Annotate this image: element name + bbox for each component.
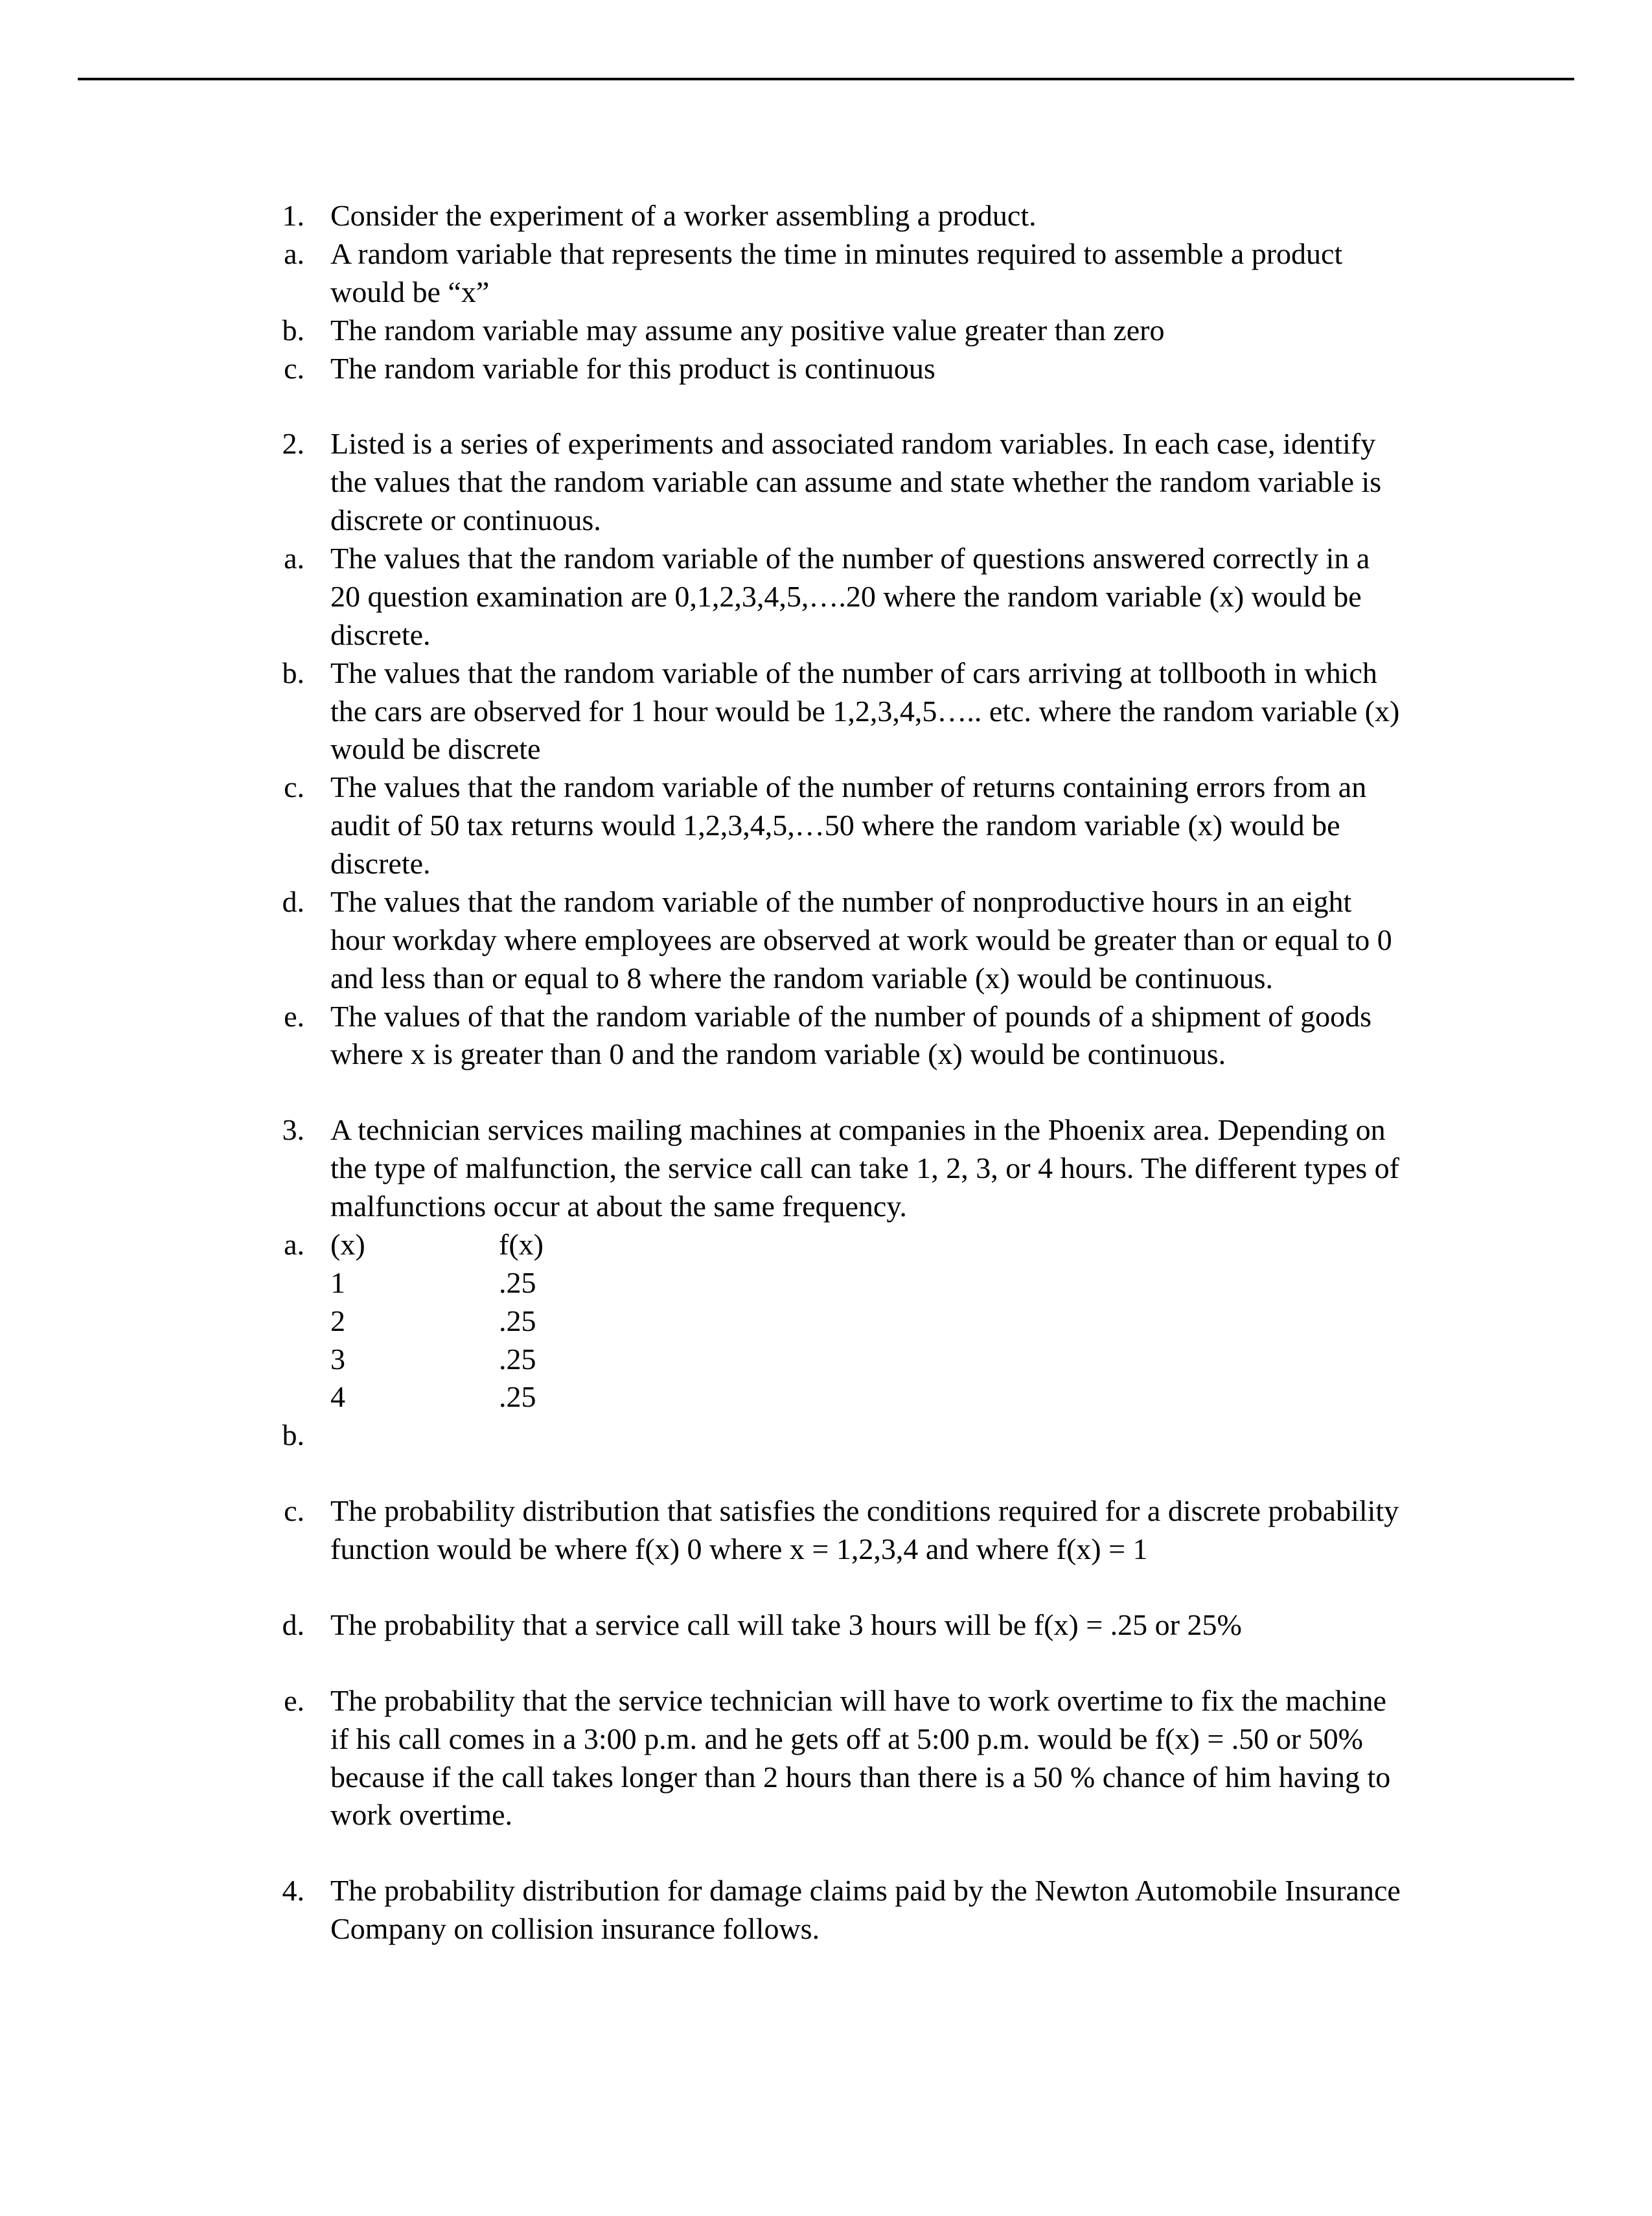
item-text: The values that the random variable of t… xyxy=(330,654,1406,769)
item-text: The values that the random variable of t… xyxy=(330,540,1406,654)
item-marker: b. xyxy=(246,1416,330,1455)
item-text: The values that the random variable of t… xyxy=(330,883,1406,998)
item-text: The probability distribution that satisf… xyxy=(330,1492,1406,1569)
item-marker: c. xyxy=(246,1492,330,1569)
item-marker: 4. xyxy=(246,1872,330,1948)
list-item-q3a: a. (x) f(x) 1 .25 2 .25 xyxy=(246,1226,1406,1416)
item-text: The probability that a service call will… xyxy=(330,1606,1406,1645)
item-text xyxy=(330,1416,1406,1455)
item-marker: c. xyxy=(246,768,330,883)
table-cell: 1 xyxy=(330,1264,499,1302)
list-item-q3d: d. The probability that a service call w… xyxy=(246,1606,1406,1645)
list-item-q1: 1. Consider the experiment of a worker a… xyxy=(246,197,1406,235)
item-text: A random variable that represents the ti… xyxy=(330,235,1406,312)
list-item-q3e: e. The probability that the service tech… xyxy=(246,1682,1406,1835)
table-cell: 4 xyxy=(330,1378,499,1416)
list-item-q2a: a. The values that the random variable o… xyxy=(246,540,1406,654)
item-text: The values that the random variable of t… xyxy=(330,768,1406,883)
item-marker: c. xyxy=(246,350,330,388)
item-marker: a. xyxy=(246,1226,330,1416)
list-item-q3b: b. xyxy=(246,1416,1406,1455)
item-marker: b. xyxy=(246,654,330,769)
item-text: The random variable may assume any posit… xyxy=(330,312,1406,350)
item-marker: d. xyxy=(246,883,330,998)
table-header-fx: f(x) xyxy=(499,1226,602,1264)
table-distribution: (x) f(x) 1 .25 2 .25 3 .25 xyxy=(330,1226,602,1416)
distribution-table: (x) f(x) 1 .25 2 .25 3 .25 xyxy=(330,1226,1406,1416)
table-cell: 3 xyxy=(330,1341,499,1379)
item-text: Consider the experiment of a worker asse… xyxy=(330,197,1406,235)
item-marker: e. xyxy=(246,1682,330,1835)
list-item-q2: 2. Listed is a series of experiments and… xyxy=(246,425,1406,540)
list-item-q1a: a. A random variable that represents the… xyxy=(246,235,1406,312)
table-row: 3 .25 xyxy=(330,1341,602,1379)
list-item-q2b: b. The values that the random variable o… xyxy=(246,654,1406,769)
list-item-q3c: c. The probability distribution that sat… xyxy=(246,1492,1406,1569)
item-text: The probability that the service technic… xyxy=(330,1682,1406,1835)
item-marker: e. xyxy=(246,998,330,1074)
table-cell: .25 xyxy=(499,1302,602,1341)
item-text: The values of that the random variable o… xyxy=(330,998,1406,1074)
table-row: 2 .25 xyxy=(330,1302,602,1341)
top-horizontal-rule xyxy=(78,78,1574,80)
table-header-x: (x) xyxy=(330,1226,499,1264)
list-item-q1c: c. The random variable for this product … xyxy=(246,350,1406,388)
table-cell: .25 xyxy=(499,1378,602,1416)
table-row: 1 .25 xyxy=(330,1264,602,1302)
item-marker: d. xyxy=(246,1606,330,1645)
item-text: A technician services mailing machines a… xyxy=(330,1111,1406,1226)
item-text: The probability distribution for damage … xyxy=(330,1872,1406,1948)
item-marker: 3. xyxy=(246,1111,330,1226)
item-marker: b. xyxy=(246,312,330,350)
list-item-q1b: b. The random variable may assume any po… xyxy=(246,312,1406,350)
item-marker: a. xyxy=(246,235,330,312)
item-marker: a. xyxy=(246,540,330,654)
document-page: 1. Consider the experiment of a worker a… xyxy=(0,78,1652,2216)
list-item-q2d: d. The values that the random variable o… xyxy=(246,883,1406,998)
item-text: Listed is a series of experiments and as… xyxy=(330,425,1406,540)
list-item-q4: 4. The probability distribution for dama… xyxy=(246,1872,1406,1948)
table-row: (x) f(x) xyxy=(330,1226,602,1264)
item-marker: 2. xyxy=(246,425,330,540)
item-marker: 1. xyxy=(246,197,330,235)
item-text: The random variable for this product is … xyxy=(330,350,1406,388)
list-item-q3: 3. A technician services mailing machine… xyxy=(246,1111,1406,1226)
table-cell: .25 xyxy=(499,1264,602,1302)
list-item-q2e: e. The values of that the random variabl… xyxy=(246,998,1406,1074)
list-item-q2c: c. The values that the random variable o… xyxy=(246,768,1406,883)
table-cell: .25 xyxy=(499,1341,602,1379)
table-row: 4 .25 xyxy=(330,1378,602,1416)
table-cell: 2 xyxy=(330,1302,499,1341)
document-content: 1. Consider the experiment of a worker a… xyxy=(246,197,1406,1948)
